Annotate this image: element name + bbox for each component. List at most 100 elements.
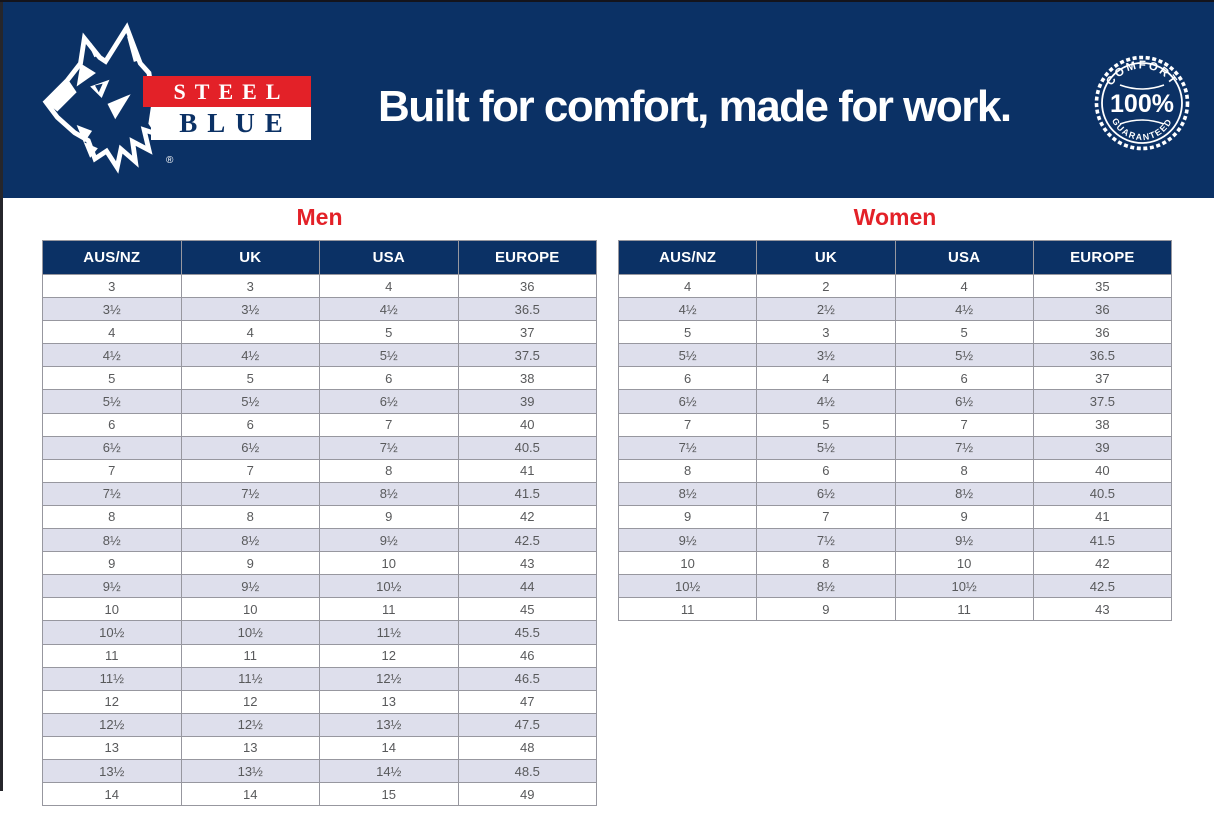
logo-blue-wordmark: BLUE [151,107,311,140]
table-row: 7 5 7 38 [617,412,1173,437]
size-cell: 47 [457,689,597,714]
table-row: 6½ 4½ 6½ 37.5 [617,389,1173,414]
column-header: EUROPE [457,240,597,275]
size-cell: 5½ [319,343,459,368]
size-cell: 3½ [180,297,320,322]
size-cell: 6 [180,412,320,437]
size-cell: 9½ [42,574,182,599]
table-row: 10½ 8½ 10½ 42.5 [617,574,1173,599]
size-cell: 11½ [42,666,182,691]
size-cell: 40.5 [1032,481,1173,506]
size-cell: 11½ [319,620,459,645]
size-cell: 8 [617,458,758,483]
table-row: 6½ 6½ 7½ 40.5 [42,435,597,460]
size-cell: 3 [42,273,182,299]
size-cell: 7½ [180,481,320,506]
size-cell: 4 [180,320,320,345]
table-row: 6 6 7 40 [42,412,597,437]
badge-center-text: 100% [1110,90,1174,118]
size-cell: 10½ [319,574,459,599]
table-row: 11½ 11½ 12½ 46.5 [42,666,597,691]
size-cell: 36 [1032,320,1173,345]
size-cell: 5½ [42,389,182,414]
size-cell: 4 [319,273,459,299]
table-row: 7½ 5½ 7½ 39 [617,435,1173,460]
size-cell: 3½ [42,297,182,322]
size-cell: 9 [180,551,320,576]
table-row: 6 4 6 37 [617,366,1173,391]
size-cell: 13 [319,689,459,714]
size-cell: 3½ [756,343,896,368]
size-cell: 14 [319,735,459,760]
table-row: 4½ 2½ 4½ 36 [617,297,1173,322]
size-cell: 4½ [756,389,896,414]
scan-edge-artifact-left [0,0,3,791]
size-cell: 14 [42,782,182,807]
size-cell: 11 [42,643,182,668]
size-cell: 6½ [756,481,896,506]
table-row: 8½ 8½ 9½ 42.5 [42,528,597,553]
size-cell: 48.5 [457,758,597,784]
women-table-title: Women [853,204,937,230]
size-cell: 36 [1032,297,1173,322]
size-cell: 10 [319,551,459,576]
table-row: 11 11 12 46 [42,643,597,668]
size-cell: 39 [1032,435,1173,460]
size-cell: 42 [457,504,597,530]
table-row: 4½ 4½ 5½ 37.5 [42,343,597,368]
size-cell: 39 [457,389,597,414]
size-cell: 6½ [180,435,320,460]
size-cell: 8½ [180,528,320,553]
size-cell: 49 [457,782,597,807]
size-cell: 10½ [42,620,182,645]
size-cell: 8 [180,504,320,530]
table-row: 9½ 7½ 9½ 41.5 [617,528,1173,553]
size-cell: 10½ [180,620,320,645]
size-cell: 13½ [319,712,459,737]
size-cell: 8½ [617,481,758,506]
size-cell: 12 [319,643,459,668]
size-cell: 46 [457,643,597,668]
size-cell: 42.5 [457,528,597,553]
size-cell: 4½ [894,297,1034,322]
size-cell: 5 [180,366,320,391]
table-row: 8 8 9 42 [42,504,597,530]
size-cell: 9 [617,504,758,530]
size-cell: 4 [756,366,896,391]
table-row: 9 7 9 41 [617,504,1173,530]
logo-steel-wordmark: STEEL [143,76,311,107]
table-row: 10½ 10½ 11½ 45.5 [42,620,597,645]
size-cell: 4½ [319,297,459,322]
table-row: 12½ 12½ 13½ 47.5 [42,712,597,737]
size-cell: 7½ [894,435,1034,460]
size-cell: 13 [180,735,320,760]
table-row: 11 9 11 43 [617,597,1173,622]
svg-text:COMFORT: COMFORT [1104,59,1179,88]
size-cell: 4 [42,320,182,345]
steel-blue-logo: STEEL BLUE ® [40,22,330,182]
size-cell: 44 [457,574,597,599]
badge-top-text: COMFORT [1104,59,1177,88]
size-cell: 12 [42,689,182,714]
size-cell: 4 [617,273,758,299]
column-header: EUROPE [1032,240,1173,275]
table-row: 3 3 4 36 [42,273,597,299]
size-cell: 8½ [319,481,459,506]
women-header-row: AUS/NZ UK USA EUROPE [617,240,1173,275]
size-cell: 41 [457,458,597,483]
size-cell: 8½ [894,481,1034,506]
size-cell: 12½ [42,712,182,737]
table-row: 8½ 6½ 8½ 40.5 [617,481,1173,506]
size-cell: 41 [1032,504,1173,530]
size-cell: 4½ [617,297,758,322]
size-cell: 9½ [617,528,758,553]
size-cell: 42.5 [1032,574,1173,599]
table-row: 4 4 5 37 [42,320,597,345]
tagline-text: Built for comfort, made for work. [378,82,1012,131]
size-cell: 9 [756,597,896,622]
column-header: USA [894,240,1034,275]
size-cell: 45 [457,597,597,622]
table-row: 13 13 14 48 [42,735,597,760]
size-cell: 4½ [180,343,320,368]
size-cell: 10½ [894,574,1034,599]
